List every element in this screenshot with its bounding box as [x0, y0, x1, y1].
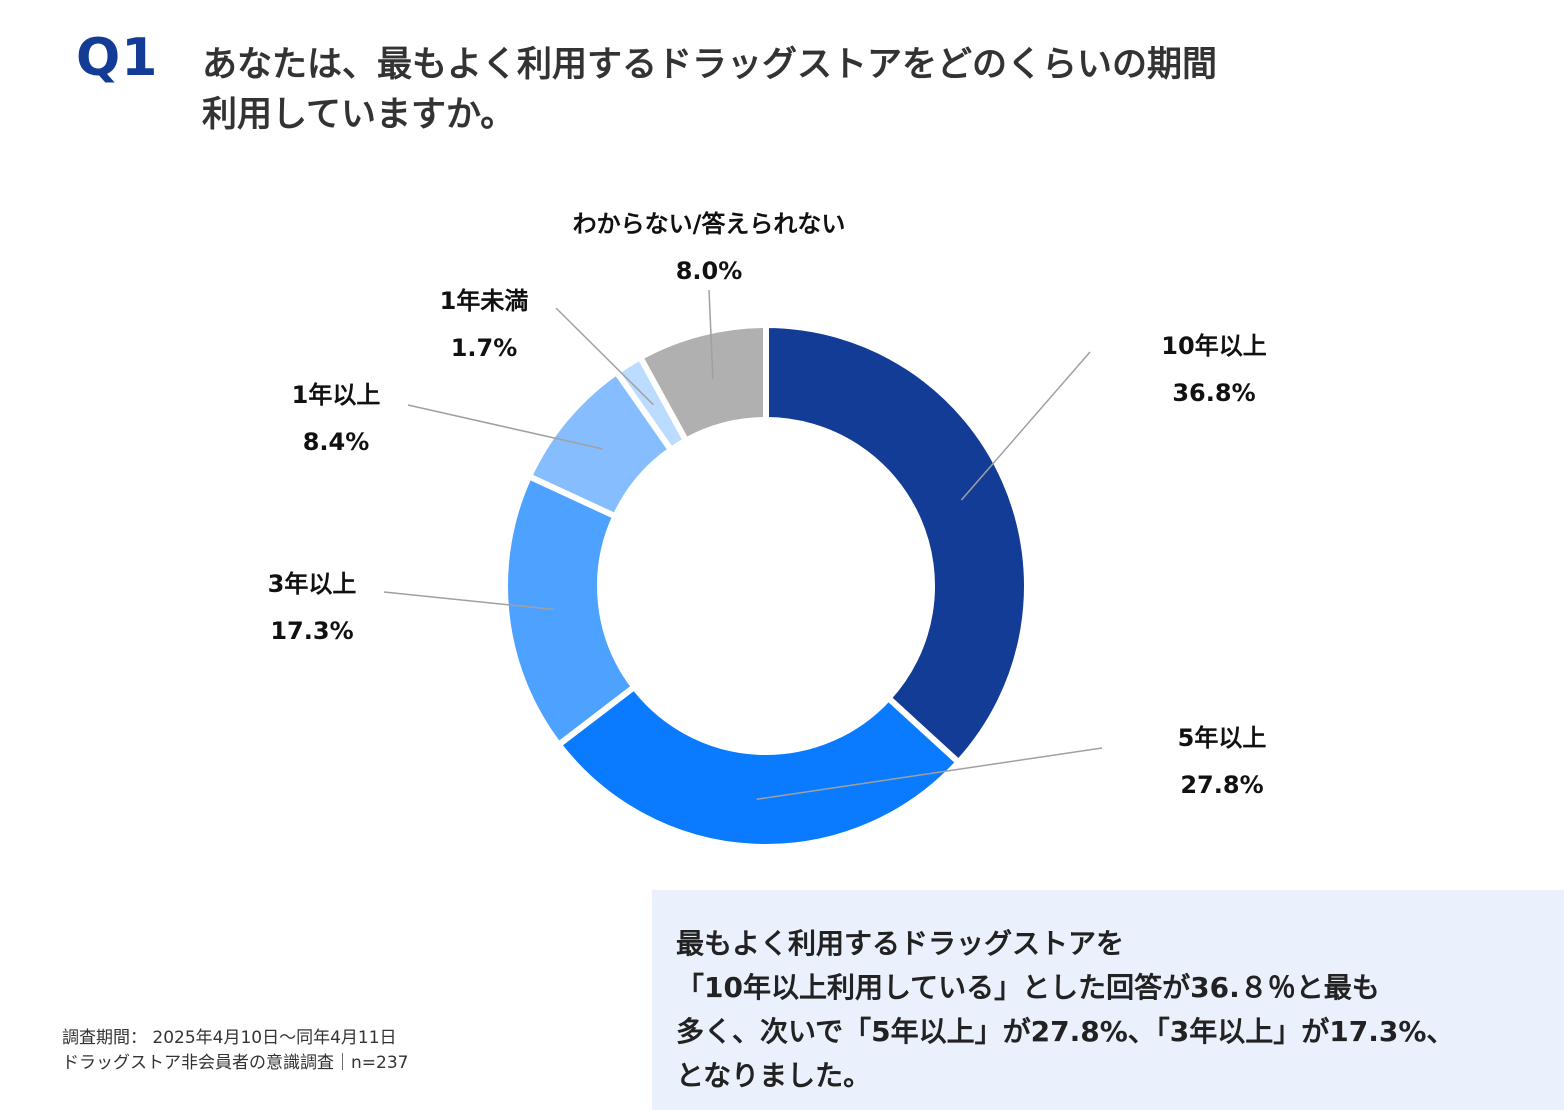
slice-label-5: わからない/答えられない: [573, 210, 846, 238]
leader-line-3: [407, 404, 603, 450]
leader-line-5: [708, 289, 714, 380]
slice-value-5: 8.0%: [676, 257, 743, 285]
donut-chart: 10年以上 36.8% 5年以上 27.8% 3年以上 17.3% 1年以上 8.4% 1年未満…: [267, 210, 1267, 850]
slice-label-2: 3年以上: [268, 570, 357, 598]
donut-slice-1: [554, 682, 963, 850]
question-line-2: 利用していますか。: [202, 95, 516, 135]
leader-line-4: [555, 307, 654, 406]
slice-label-3: 1年以上: [292, 381, 381, 409]
slice-label-4: 1年未満: [440, 287, 529, 315]
donut-slice-2: [502, 472, 639, 749]
summary-line-1: 最もよく利用するドラッグストアを: [676, 927, 1125, 960]
leader-line-1: [756, 747, 1103, 801]
survey-period: 調査期間： 2025年4月10日～同年4月11日: [62, 1028, 397, 1048]
survey-footnote: 調査期間： 2025年4月10日～同年4月11日 ドラッグストア非会員者の意識調…: [62, 1026, 408, 1076]
leader-line-0: [960, 351, 1091, 501]
donut-slice-5: [636, 321, 769, 445]
summary-text: 最もよく利用するドラッグストアを 「10年以上利用している」とした回答が36.８…: [676, 922, 1556, 1098]
question-text: あなたは、最もよく利用するドラッグストアをどのくらいの期間 利用していますか。: [202, 40, 1462, 140]
summary-line-2: 「10年以上利用している」とした回答が36.８％と最も: [676, 971, 1380, 1004]
summary-line-4: となりました。: [676, 1059, 872, 1092]
question-number: Q1: [76, 28, 159, 88]
summary-box: 最もよく利用するドラッグストアを 「10年以上利用している」とした回答が36.８…: [652, 890, 1564, 1110]
question-line-1: あなたは、最もよく利用するドラッグストアをどのくらいの期間: [202, 45, 1218, 85]
slice-value-4: 1.7%: [451, 334, 518, 362]
leader-line-2: [383, 591, 554, 611]
donut-slice-0: [763, 321, 1030, 767]
slice-value-3: 8.4%: [303, 428, 370, 456]
slice-value-0: 36.8%: [1172, 379, 1255, 407]
slice-label-0: 10年以上: [1161, 332, 1266, 360]
slice-label-1: 5年以上: [1178, 724, 1267, 752]
survey-description: ドラッグストア非会員者の意識調査｜n=237: [62, 1053, 409, 1073]
summary-line-3: 多く、次いで「5年以上」が27.8%、「3年以上」が17.3%、: [676, 1015, 1455, 1048]
slice-value-2: 17.3%: [270, 617, 353, 645]
slice-value-1: 27.8%: [1180, 771, 1263, 799]
